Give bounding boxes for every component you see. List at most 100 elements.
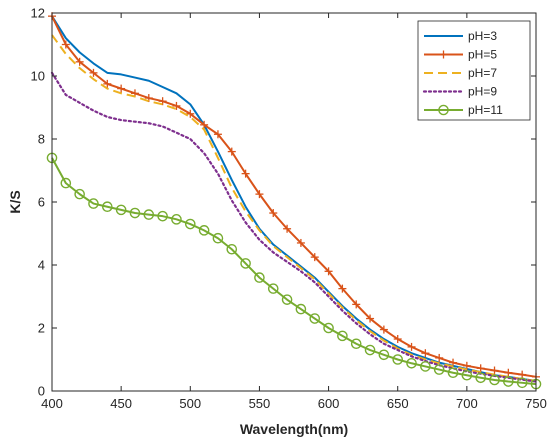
legend-label: pH=3 [468, 29, 497, 43]
x-tick-label: 550 [249, 396, 271, 411]
plus-marker [310, 253, 319, 262]
legend-label: pH=7 [468, 66, 497, 80]
circle-marker [115, 204, 127, 216]
circle-marker [240, 258, 251, 269]
x-tick-label: 650 [387, 396, 409, 411]
circle-marker [281, 294, 293, 305]
legend-item: pH=11 [424, 103, 503, 117]
circle-marker [157, 210, 168, 222]
circle-marker [475, 372, 486, 384]
plus-marker [61, 40, 70, 49]
circle-marker [337, 330, 348, 342]
plus-marker [296, 238, 305, 247]
circle-marker [350, 338, 362, 350]
circle-marker [378, 349, 390, 361]
series-line [51, 34, 537, 382]
plus-marker [241, 169, 250, 178]
circle-marker [309, 313, 321, 324]
plus-marker [449, 358, 458, 367]
plus-marker [490, 366, 499, 375]
y-tick-label: 12 [31, 6, 45, 21]
circle-marker [102, 201, 113, 213]
plus-marker [352, 300, 361, 309]
circle-marker [184, 218, 196, 230]
legend-item: pH=7 [424, 66, 497, 80]
circle-marker [489, 374, 500, 386]
circle-marker [295, 303, 307, 315]
plus-marker [476, 364, 485, 373]
circle-marker [171, 214, 182, 225]
plus-marker [103, 79, 112, 88]
x-axis-label: Wavelength(nm) [240, 421, 348, 437]
x-tick-label: 450 [110, 396, 132, 411]
circle-marker [60, 177, 72, 189]
y-tick-label: 10 [31, 69, 45, 84]
legend-box [417, 20, 531, 121]
circle-marker [433, 364, 445, 375]
series-4 [46, 152, 542, 390]
y-tick-label: 8 [38, 132, 45, 147]
circle-marker [226, 243, 238, 255]
circle-marker [438, 104, 449, 116]
series-layer [46, 12, 542, 390]
y-axis-label: K/S [7, 190, 23, 213]
plus-marker [255, 190, 264, 199]
legend-label: pH=9 [468, 85, 497, 99]
legend-item: pH=5 [424, 48, 497, 62]
y-tick-label: 2 [38, 321, 45, 336]
series-1 [48, 12, 540, 381]
plus-marker [172, 101, 181, 110]
plus-marker [200, 120, 209, 129]
legend-item: pH=3 [424, 29, 497, 43]
circle-marker [323, 322, 334, 334]
circle-marker [129, 207, 141, 219]
plus-marker [435, 353, 444, 362]
plus-marker [504, 368, 513, 377]
circle-marker [392, 354, 404, 365]
plus-marker [269, 209, 278, 218]
plus-marker [89, 68, 98, 77]
plus-marker [213, 130, 222, 139]
legend-label: pH=11 [468, 103, 503, 117]
circle-marker [254, 272, 265, 283]
plus-marker [439, 50, 448, 59]
series-line [51, 15, 537, 382]
plus-marker [366, 314, 375, 323]
circle-marker [364, 344, 376, 356]
y-tick-label: 6 [38, 195, 45, 210]
plus-marker [462, 361, 471, 370]
series-0 [51, 15, 537, 382]
x-tick-label: 500 [179, 396, 201, 411]
circle-marker [516, 377, 528, 389]
legend-item: pH=9 [422, 85, 497, 99]
circle-marker [267, 283, 279, 294]
series-line [51, 157, 537, 386]
legend: pH=3 pH=5 pH=7 pH=9 pH=11 [417, 20, 531, 121]
circle-marker [198, 225, 210, 236]
series-2 [51, 34, 537, 382]
plus-marker [407, 342, 416, 351]
x-tick-label: 750 [525, 396, 547, 411]
plus-marker [518, 370, 527, 379]
y-tick-label: 0 [38, 384, 45, 399]
x-tick-label: 700 [456, 396, 478, 411]
plus-marker [283, 224, 292, 233]
plus-marker [75, 57, 84, 66]
circle-marker [420, 361, 431, 372]
x-tick-label: 600 [318, 396, 340, 411]
plus-marker [227, 147, 236, 156]
x-tick-label: 400 [41, 396, 63, 411]
plus-marker [186, 109, 195, 118]
y-axis: 0 2 4 6 8 10 12 [31, 6, 536, 399]
plus-marker [117, 84, 126, 93]
circle-marker [143, 209, 155, 220]
plus-marker [324, 267, 333, 276]
plus-marker [421, 349, 430, 358]
circle-marker [88, 198, 99, 209]
plus-marker [158, 97, 167, 106]
x-axis: 400 450 500 550 600 650 700 750 [41, 13, 547, 411]
circle-marker [406, 357, 417, 369]
y-tick-label: 4 [38, 258, 45, 273]
circle-marker [212, 232, 224, 244]
